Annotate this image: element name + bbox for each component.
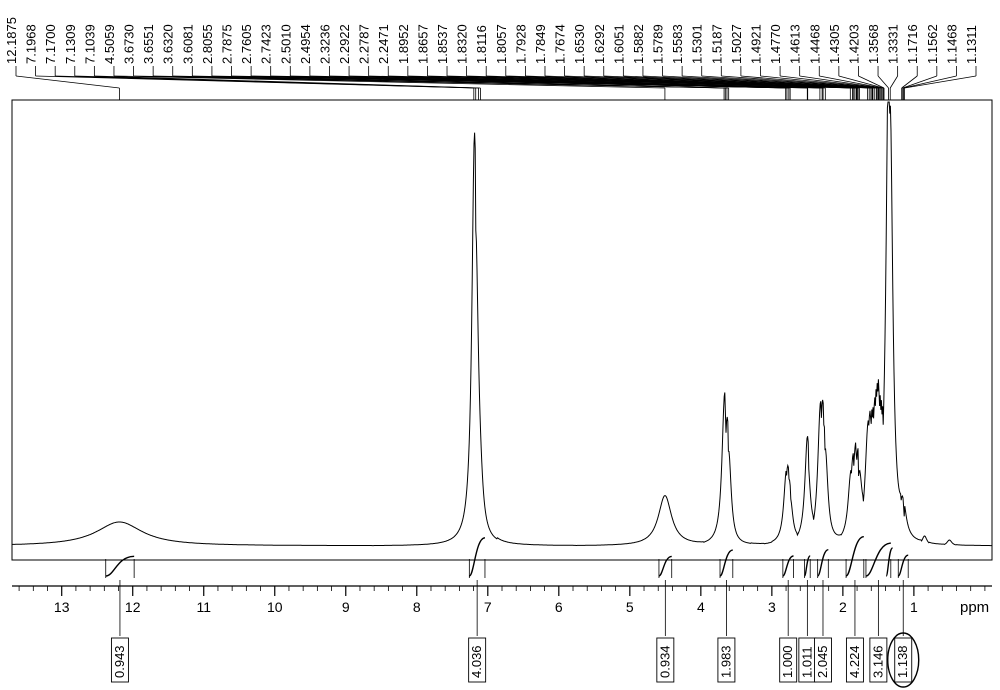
peak-leader-slant [903,76,956,88]
peak-ppm-label: 1.1562 [925,24,940,64]
peak-ppm-label: 1.5583 [670,24,685,64]
integral-value: 3.146 [870,645,885,678]
axis-tick-label: 10 [267,599,283,615]
peak-ppm-label: 1.8537 [435,24,450,64]
axis-tick-label: 2 [839,599,847,615]
peak-ppm-label: 3.6320 [161,24,176,64]
peak-ppm-label: 2.7875 [220,24,235,64]
axis-tick-label: 9 [342,599,350,615]
peak-ppm-label: 1.4770 [768,24,783,64]
peak-ppm-label: 7.1968 [24,24,39,64]
peak-ppm-label: 1.4613 [788,24,803,64]
integral-value: 1.011 [799,646,814,678]
peak-ppm-label: 1.8952 [396,24,411,64]
peak-ppm-label: 2.7605 [239,24,254,64]
peak-ppm-label: 1.3568 [866,24,881,64]
peak-ppm-label: 1.5882 [631,24,646,64]
peak-ppm-label: 7.1700 [43,24,58,64]
peak-ppm-label: 1.1716 [905,24,920,64]
peak-ppm-label: 2.4954 [298,24,313,64]
peak-ppm-label: 2.7423 [259,24,274,64]
integral-curve [469,538,485,576]
peak-ppm-label: 1.4921 [748,24,763,64]
integral-curve [783,556,794,576]
integral-value: 2.045 [815,645,830,678]
peak-ppm-label: 1.3331 [886,24,901,64]
peak-ppm-label: 7.1309 [63,24,78,64]
integral-value: 1.138 [895,645,910,678]
axis-tick-label: 12 [125,599,141,615]
integral-value: 0.934 [657,645,672,678]
peak-ppm-label: 1.4305 [827,24,842,64]
peak-ppm-label: 2.2922 [337,24,352,64]
peak-ppm-label: 2.3236 [317,24,332,64]
axis-tick-label: 8 [413,599,421,615]
peak-ppm-label: 1.7928 [513,24,528,64]
peak-ppm-label: 1.6530 [572,24,587,64]
peak-ppm-label: 1.5187 [709,24,724,64]
integral-value: 4.036 [469,645,484,678]
peak-ppm-label: 3.6730 [122,24,137,64]
integral-value: 1.983 [718,645,733,678]
axis-tick-label: 11 [196,599,211,615]
peak-ppm-label: 12.1875 [4,17,19,64]
peak-ppm-label: 1.1468 [944,24,959,64]
integral-curve [886,548,892,576]
peak-ppm-label: 1.8057 [494,24,509,64]
axis-tick-label: 5 [626,599,634,615]
peak-ppm-label: 1.6051 [611,24,626,64]
axis-tick-label: 4 [697,599,705,615]
integral-curve [106,556,134,576]
spectrum-frame [12,100,992,560]
axis-tick-label: 13 [54,599,70,615]
axis-tick-label: 6 [555,599,563,615]
peak-ppm-label: 2.5010 [278,24,293,64]
integral-curve [659,556,672,576]
peak-ppm-label: 1.6292 [592,24,607,64]
peak-ppm-label: 1.5027 [729,24,744,64]
integral-value: 1.000 [780,645,795,678]
integral-curve [805,556,811,576]
peak-ppm-label: 1.4203 [846,24,861,64]
peak-ppm-label: 7.1039 [82,24,97,64]
nmr-spectrum-figure: { "figure": { "width": 1000, "height": 6… [0,0,1000,690]
integral-value: 0.943 [112,645,127,678]
integral-curve [720,550,733,576]
peak-ppm-label: 4.5059 [102,24,117,64]
integral-curve [846,537,864,576]
peak-ppm-label: 1.8116 [474,25,489,64]
integral-curve [898,555,908,576]
peak-ppm-label: 1.8320 [455,24,470,64]
peak-ppm-label: 2.2787 [357,24,372,64]
peak-ppm-label: 2.2471 [376,24,391,64]
peak-ppm-label: 1.1311 [964,25,979,64]
peak-ppm-label: 3.6551 [141,24,156,64]
peak-ppm-label: 1.5301 [690,24,705,64]
axis-label: ppm [960,599,989,616]
nmr-svg: 12.1875 7.1968 7.1700 7.1309 7.1039 4.5059 3.6… [0,0,1000,690]
axis-tick-label: 1 [910,599,918,615]
peak-ppm-label: 1.8657 [415,24,430,64]
spectrum-trace [12,102,992,546]
peak-ppm-label: 3.6081 [180,24,195,64]
peak-ppm-label: 1.7674 [553,24,568,64]
peak-ppm-label: 1.4468 [807,24,822,64]
axis-tick-label: 3 [768,599,776,615]
peak-leader-slant [890,76,897,88]
peak-ppm-label: 2.8055 [200,24,215,64]
axis-tick-label: 7 [484,599,492,615]
integral-value: 4.224 [847,645,862,678]
peak-ppm-label: 1.7849 [533,24,548,64]
peak-ppm-label: 1.5789 [651,24,666,64]
integral-curve [818,550,829,576]
